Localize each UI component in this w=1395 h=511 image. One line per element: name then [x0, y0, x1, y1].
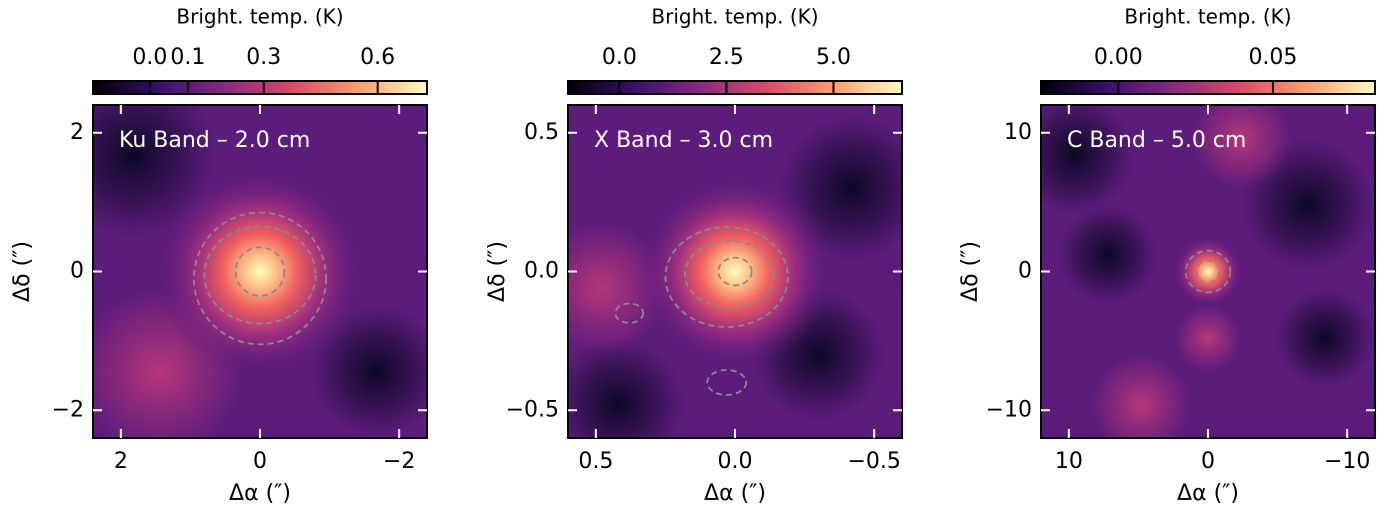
colorbar: [567, 80, 903, 95]
contour: [234, 246, 286, 297]
colorbar-tick-label: 0.00: [1094, 45, 1143, 70]
colorbar-label: Bright. temp. (K): [1124, 5, 1291, 29]
x-tick-label: 10: [1055, 449, 1083, 474]
colorbar-tick-label: 0.0: [602, 45, 637, 70]
y-tick-label: 0: [70, 259, 84, 284]
contour: [203, 225, 317, 325]
contour: [1195, 259, 1221, 284]
x-tick-label: 2: [114, 449, 128, 474]
contour: [664, 226, 789, 328]
y-tick-label: −0.5: [506, 397, 559, 422]
x-axis-label: Δα (″): [704, 481, 766, 506]
y-tick-label: 0.5: [524, 120, 559, 145]
contour: [684, 240, 775, 309]
colorbar-tick-label: 0.6: [360, 45, 395, 70]
image: [93, 105, 427, 438]
source-glow: [154, 165, 366, 378]
panel: X Band – 3.0 cm 0.5 0.0 −0.5 −0.5 0.0 0.5 Δα (″…: [485, 5, 903, 506]
y-axis-label: Δδ (″): [485, 241, 510, 302]
colorbar-tick-label: 2.5: [709, 45, 744, 70]
colorbar: [92, 80, 428, 95]
colorbar-tick-label: 0.3: [246, 45, 281, 70]
colorbar-tick-label: 5.0: [816, 45, 851, 70]
annotation: X Band – 3.0 cm: [594, 128, 773, 153]
x-tick-label: 0.0: [718, 449, 753, 474]
panel: C Band – 5.0 cm 10 0 −10 −10 0 10 Δα (″) Δδ (″) 0…: [958, 5, 1376, 506]
source-glow: [1172, 235, 1244, 308]
x-tick-label: −0.5: [847, 449, 900, 474]
x-axis-label: Δα (″): [1177, 481, 1239, 506]
annotation: Ku Band – 2.0 cm: [119, 128, 310, 153]
x-tick-label: 0: [1201, 449, 1215, 474]
y-tick-label: 2: [70, 120, 84, 145]
image-texture: [568, 337, 685, 438]
colorbar-tick-label: 0.1: [170, 45, 205, 70]
y-tick-label: 0: [1018, 259, 1032, 284]
colorbar-tick-label: 0.0: [132, 45, 167, 70]
x-tick-label: −2: [383, 449, 415, 474]
y-axis-label: Δδ (″): [10, 241, 35, 302]
y-tick-label: 10: [1004, 120, 1032, 145]
image-texture: [1041, 105, 1135, 216]
image-texture: [1174, 304, 1242, 372]
image-texture: [1091, 354, 1192, 438]
y-tick-label: 0.0: [524, 259, 559, 284]
x-tick-label: 0: [253, 449, 267, 474]
y-axis-label: Δδ (″): [958, 241, 983, 302]
image: [568, 105, 902, 438]
colorbar-label: Bright. temp. (K): [176, 5, 343, 29]
x-tick-label: −10: [1324, 449, 1370, 474]
y-tick-label: −2: [52, 397, 84, 422]
x-tick-label: 0.5: [578, 449, 613, 474]
colorbar-label: Bright. temp. (K): [651, 5, 818, 29]
image-texture: [1274, 288, 1375, 389]
annotation: C Band – 5.0 cm: [1067, 128, 1246, 153]
source-glow: [637, 173, 833, 370]
contour: [706, 369, 748, 396]
contour: [1184, 249, 1232, 294]
colorbar-tick-label: 0.05: [1248, 45, 1297, 70]
contour: [192, 211, 328, 346]
colorbar: [1040, 80, 1376, 95]
image-texture: [1191, 105, 1292, 189]
image-texture: [1057, 204, 1158, 305]
contour: [717, 256, 753, 287]
y-tick-label: −10: [986, 397, 1032, 422]
x-axis-label: Δα (″): [229, 481, 291, 506]
image: [1041, 105, 1375, 438]
contour: [614, 302, 645, 324]
